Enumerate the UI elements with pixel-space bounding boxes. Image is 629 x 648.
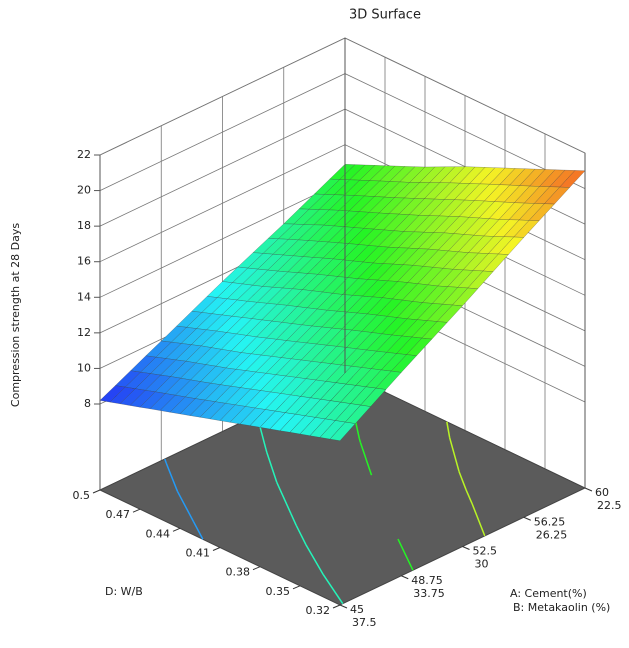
z-tick-label: 8 (84, 397, 91, 410)
contour-line (176, 490, 195, 523)
a-tick-label: 45 (350, 603, 364, 616)
z-tick-label: 14 (77, 290, 91, 303)
a-axis-title: A: Cement(%) (510, 587, 587, 600)
d-axis-title: D: W/B (105, 585, 143, 598)
z-tick-label: 18 (77, 219, 91, 232)
d-tick-label: 0.38 (226, 566, 251, 579)
d-tick-label: 0.32 (306, 604, 331, 617)
z-axis-title: Compression strength at 28 Days (9, 223, 22, 407)
d-tick (212, 547, 221, 551)
contour-line (295, 525, 307, 546)
contour-line (266, 452, 278, 483)
grid-line (99, 37, 586, 156)
z-tick-label: 16 (77, 255, 91, 268)
a-tick-label: 52.5 (473, 545, 498, 558)
b-tick-label: 30 (475, 558, 489, 571)
a-tick (401, 575, 409, 580)
d-tick-label: 0.44 (146, 527, 171, 540)
d-tick-label: 0.41 (186, 547, 211, 560)
contour-line (322, 574, 344, 605)
a-tick (462, 546, 470, 550)
contour-line (448, 437, 460, 472)
d-tick (332, 604, 341, 609)
contour-line (305, 544, 324, 576)
chart-title: 3D Surface (349, 8, 421, 23)
a-tick-label: 60 (595, 486, 609, 499)
contour-line (276, 481, 292, 514)
z-tick-label: 20 (77, 184, 91, 197)
d-tick-label: 0.5 (73, 489, 91, 502)
d-tick (172, 527, 181, 532)
b-axis-title: B: Metakaolin (%) (513, 601, 610, 614)
b-tick-label: 26.25 (536, 528, 568, 541)
a-tick (523, 516, 531, 521)
z-tick-label: 22 (77, 148, 91, 161)
d-tick (292, 585, 301, 590)
z-tick-label: 12 (77, 326, 91, 339)
d-tick-label: 0.35 (266, 585, 291, 598)
d-tick (132, 508, 141, 513)
a-tick (339, 604, 348, 609)
b-tick-label: 37.5 (352, 616, 377, 629)
contour-line (192, 521, 204, 540)
contour-line (446, 421, 451, 438)
b-tick-label: 33.75 (413, 587, 445, 600)
contour-line (358, 438, 362, 443)
contour-line (359, 441, 373, 476)
contour-line (465, 489, 473, 504)
contour-line (397, 538, 414, 571)
contour-line (471, 503, 486, 537)
contour-line (165, 462, 179, 492)
contour-line (458, 471, 467, 490)
d-tick (252, 566, 261, 571)
contour-line (290, 513, 297, 526)
surface-cell (329, 421, 356, 441)
d-tick-label: 0.47 (106, 508, 131, 521)
a-tick-label: 48.75 (411, 574, 443, 587)
contour-line (164, 458, 167, 464)
z-tick-label: 10 (77, 361, 91, 374)
contour-line (265, 448, 268, 453)
b-tick-label: 22.5 (597, 499, 622, 512)
a-tick (584, 487, 593, 492)
d-tick (92, 489, 101, 494)
a-tick-label: 56.25 (534, 515, 566, 528)
